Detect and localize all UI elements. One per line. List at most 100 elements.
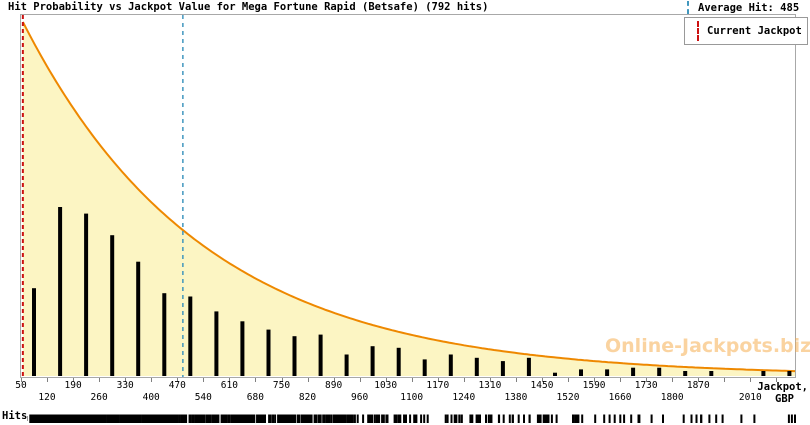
- hit-rug-mark: [44, 414, 47, 423]
- hit-rug-mark: [650, 414, 653, 423]
- hit-rug-mark: [385, 414, 388, 423]
- x-axis-label: 1170: [426, 380, 450, 391]
- hit-rug-mark: [403, 414, 406, 423]
- hit-rug-mark: [216, 414, 219, 423]
- hit-rug-mark: [426, 414, 429, 423]
- watermark: Online-Jackpots.biz: [605, 335, 810, 357]
- hit-rug-mark: [158, 414, 161, 423]
- hit-rug-mark: [373, 414, 376, 423]
- hit-count-bar: [683, 371, 688, 376]
- hit-rug-mark: [175, 414, 178, 423]
- hit-rug-mark: [637, 414, 640, 423]
- hit-rug-mark: [106, 414, 109, 423]
- hit-rug-mark: [306, 414, 309, 423]
- hit-rug-mark: [136, 414, 139, 423]
- hit-count-bar: [240, 321, 245, 376]
- hit-rug-mark: [356, 414, 359, 423]
- hit-rug-mark: [555, 414, 558, 423]
- hit-count-bar: [370, 346, 375, 376]
- hit-rug-mark: [517, 414, 520, 423]
- x-axis-tick: [542, 378, 543, 382]
- x-axis-label: 1660: [608, 392, 632, 403]
- x-axis-label: 540: [194, 392, 212, 403]
- hit-rug-mark: [131, 414, 134, 423]
- hit-rug-mark: [313, 414, 316, 423]
- hit-rug-mark: [346, 414, 349, 423]
- hit-rug-mark: [253, 414, 255, 423]
- x-axis-label: 1030: [374, 380, 398, 391]
- x-axis-label: 890: [325, 380, 343, 391]
- hit-rug-mark: [335, 414, 338, 423]
- x-axis-tick: [203, 378, 205, 382]
- x-axis-tick: [489, 378, 491, 382]
- hit-rug-mark: [93, 414, 96, 423]
- x-axis-label: 1800: [660, 392, 684, 403]
- hit-rug-mark: [325, 414, 328, 423]
- hit-rug-mark: [97, 414, 100, 423]
- hit-rug-mark: [143, 414, 146, 423]
- hit-rug-mark: [740, 414, 743, 423]
- hit-count-bar: [761, 371, 766, 376]
- x-axis-tick: [515, 378, 517, 382]
- hit-rug-mark: [310, 414, 313, 423]
- hit-count-bar: [396, 347, 401, 376]
- hit-count-bar: [188, 296, 193, 376]
- hit-rug-mark: [369, 414, 372, 423]
- hit-rug-mark: [478, 414, 481, 423]
- hit-rug-mark: [81, 414, 84, 423]
- hit-rug-mark: [260, 414, 263, 423]
- hit-rug-mark: [490, 414, 493, 423]
- hit-count-bar: [214, 311, 219, 376]
- hit-rug-mark: [409, 414, 412, 423]
- x-axis-tick: [672, 378, 674, 382]
- hit-rug-mark: [89, 414, 92, 423]
- hit-rug-mark: [91, 414, 94, 423]
- hit-rug-mark: [454, 414, 457, 423]
- x-axis-label: 610: [220, 380, 238, 391]
- hit-rug-mark: [487, 414, 490, 423]
- hit-rug-mark: [420, 414, 423, 423]
- hit-rug-mark: [127, 414, 130, 423]
- legend-current-jackpot-label: Current Jackpot: [707, 25, 802, 37]
- hit-count-bar: [657, 367, 662, 376]
- hit-rug-mark: [787, 414, 790, 423]
- hit-count-bar: [500, 361, 505, 376]
- hit-rug-mark: [234, 414, 237, 423]
- hit-rug-mark: [382, 414, 385, 423]
- hit-rug-mark: [36, 414, 39, 423]
- hit-rug-mark: [572, 414, 575, 423]
- hit-rug-mark: [244, 414, 247, 423]
- hit-rug-mark: [362, 414, 365, 423]
- hit-rug-mark: [288, 414, 291, 423]
- hit-rug-mark: [662, 414, 664, 423]
- hit-rug-mark: [176, 414, 179, 423]
- hit-rug-mark: [297, 414, 300, 423]
- hit-rug-mark: [344, 414, 347, 423]
- hit-rug-mark: [240, 414, 243, 423]
- hit-rug-mark: [300, 414, 303, 423]
- hit-rug-mark: [339, 414, 342, 423]
- hit-rug-mark: [794, 414, 796, 423]
- hit-rug-mark: [249, 414, 251, 423]
- hit-rug-mark: [446, 414, 449, 423]
- hit-rug-mark: [268, 414, 271, 423]
- hit-count-bar: [136, 261, 141, 376]
- hit-rug-mark: [476, 414, 479, 423]
- hit-rug-mark: [182, 414, 185, 423]
- hit-rug-mark: [141, 414, 144, 423]
- hit-rug-mark: [399, 414, 402, 423]
- hit-rug-mark: [201, 414, 204, 423]
- x-axis-label: 50: [15, 380, 27, 391]
- hit-rug-mark: [48, 414, 51, 423]
- hit-rug-mark: [404, 414, 407, 423]
- hit-rug-mark: [328, 414, 331, 423]
- x-axis-label: 260: [90, 392, 108, 403]
- x-axis-label: 820: [298, 392, 317, 403]
- hit-rug-mark: [375, 414, 378, 423]
- hit-rug-mark: [156, 414, 159, 423]
- hit-rug-mark: [237, 414, 240, 423]
- hit-rug-mark: [227, 414, 230, 423]
- hit-rug-mark: [203, 414, 206, 423]
- hit-rug-mark: [575, 414, 578, 423]
